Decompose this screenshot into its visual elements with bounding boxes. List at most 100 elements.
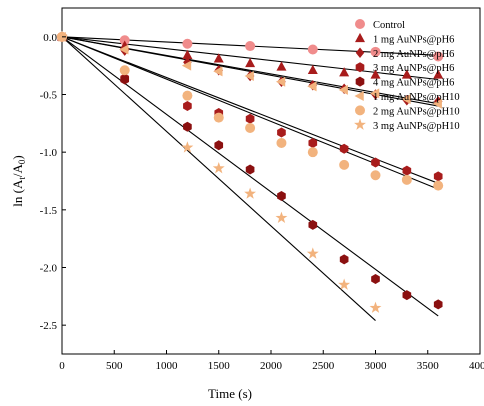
- x-tick-label: 3000: [365, 360, 388, 372]
- data-point: [119, 35, 130, 46]
- y-tick-label: -1.5: [40, 205, 58, 217]
- legend-label-2-mg-aunps-ph10: 2 mg AuNPs@pH10: [373, 106, 460, 117]
- data-point: [245, 41, 256, 52]
- legend-marker-2-mg-aunps-ph10: [355, 105, 365, 116]
- data-point: [276, 137, 287, 148]
- x-tick-label: 1500: [208, 360, 231, 372]
- data-point: [275, 211, 288, 223]
- data-point: [339, 159, 350, 170]
- data-point: [370, 46, 381, 57]
- data-point: [433, 69, 444, 79]
- data-point: [182, 38, 193, 49]
- data-point: [369, 301, 382, 313]
- data-point: [181, 60, 192, 71]
- data-point: [213, 112, 224, 123]
- data-markers: [56, 30, 444, 313]
- y-tick-label: -2.0: [40, 263, 58, 275]
- data-point: [275, 76, 286, 87]
- legend-marker-2-mg-aunps-ph6: [355, 47, 365, 59]
- x-tick-label: 500: [106, 360, 123, 372]
- fit-line-3-mg-aunps-ph10: [61, 36, 376, 321]
- data-point: [245, 122, 256, 133]
- data-point: [307, 44, 318, 55]
- data-point: [182, 90, 193, 101]
- data-point: [245, 164, 255, 175]
- data-point: [433, 299, 443, 310]
- data-point: [120, 74, 130, 85]
- x-axis-title: Time (s): [208, 386, 252, 401]
- data-point: [307, 64, 318, 75]
- x-tick-label: 3500: [417, 360, 440, 372]
- y-tick-label: -0.5: [40, 90, 58, 102]
- data-point: [339, 254, 349, 265]
- x-tick-label: 2500: [312, 360, 335, 372]
- legend-label-1-mg-aunps-ph10: 1 mg AuNPs@pH10: [373, 92, 460, 103]
- x-tick-label: 0: [59, 360, 65, 372]
- data-point: [432, 98, 442, 109]
- data-point: [183, 101, 192, 112]
- legend: Control 1 mg AuNPs@pH6 2 mg AuNPs@pH6 3 mg …: [354, 19, 460, 132]
- y-tick-label: -1.0: [40, 147, 58, 159]
- legend-marker-4-mg-aunps-ph6: [355, 76, 365, 87]
- data-point: [307, 147, 318, 158]
- data-point: [182, 49, 193, 60]
- data-point: [277, 127, 286, 138]
- legend-label-2-mg-aunps-ph6: 2 mg AuNPs@pH6: [373, 49, 454, 60]
- data-point: [245, 113, 255, 124]
- legend-label-3-mg-aunps-ph6: 3 mg AuNPs@pH6: [373, 63, 454, 74]
- legend-label-4-mg-aunps-ph6: 4 mg AuNPs@pH6: [373, 78, 454, 89]
- data-point: [401, 174, 412, 185]
- data-point: [56, 30, 68, 42]
- series-3-mg-aunps-ph10: [56, 30, 382, 313]
- data-point: [213, 66, 223, 77]
- data-point: [371, 274, 380, 285]
- legend-marker-3-mg-aunps-ph6: [355, 62, 365, 73]
- legend-label-3-mg-aunps-ph10: 3 mg AuNPs@pH10: [373, 121, 460, 132]
- legend-label-1-mg-aunps-ph6: 1 mg AuNPs@pH6: [373, 34, 454, 45]
- data-point: [245, 57, 256, 68]
- data-point: [401, 69, 412, 79]
- data-point: [370, 69, 381, 79]
- data-point: [338, 278, 351, 290]
- data-point: [402, 165, 412, 176]
- data-point: [370, 170, 381, 181]
- data-point: [339, 67, 350, 77]
- legend-marker-1-mg-aunps-ph6: [355, 32, 365, 43]
- data-point: [308, 137, 318, 148]
- data-point: [433, 180, 444, 191]
- data-point: [370, 88, 380, 99]
- data-point: [119, 65, 130, 76]
- data-point: [276, 61, 287, 71]
- data-point: [244, 187, 257, 199]
- data-point: [433, 171, 443, 182]
- data-point: [244, 71, 254, 82]
- data-point: [181, 141, 194, 153]
- data-point: [308, 219, 318, 230]
- y-tick-label: -2.5: [40, 320, 58, 332]
- y-tick-label: 0.0: [43, 32, 57, 44]
- legend-marker-control: [355, 19, 365, 29]
- data-point: [338, 84, 348, 95]
- data-point: [213, 53, 224, 63]
- data-point: [402, 290, 412, 301]
- data-point: [119, 44, 129, 55]
- legend-marker-3-mg-aunps-ph10: [354, 118, 366, 130]
- legend-marker-1-mg-aunps-ph10: [354, 91, 364, 101]
- y-axis-title: ln (At/A0): [10, 155, 27, 206]
- data-point: [277, 190, 286, 201]
- data-point: [214, 140, 224, 151]
- data-point: [371, 157, 380, 168]
- data-point: [212, 162, 225, 174]
- data-point: [307, 81, 317, 92]
- data-point: [339, 143, 349, 154]
- data-point: [401, 94, 411, 105]
- x-tick-label: 2000: [260, 360, 283, 372]
- data-point: [183, 121, 192, 132]
- legend-label-control: Control: [373, 20, 405, 31]
- data-point: [433, 51, 444, 62]
- data-point: [306, 247, 319, 259]
- x-tick-label: 1000: [156, 360, 179, 372]
